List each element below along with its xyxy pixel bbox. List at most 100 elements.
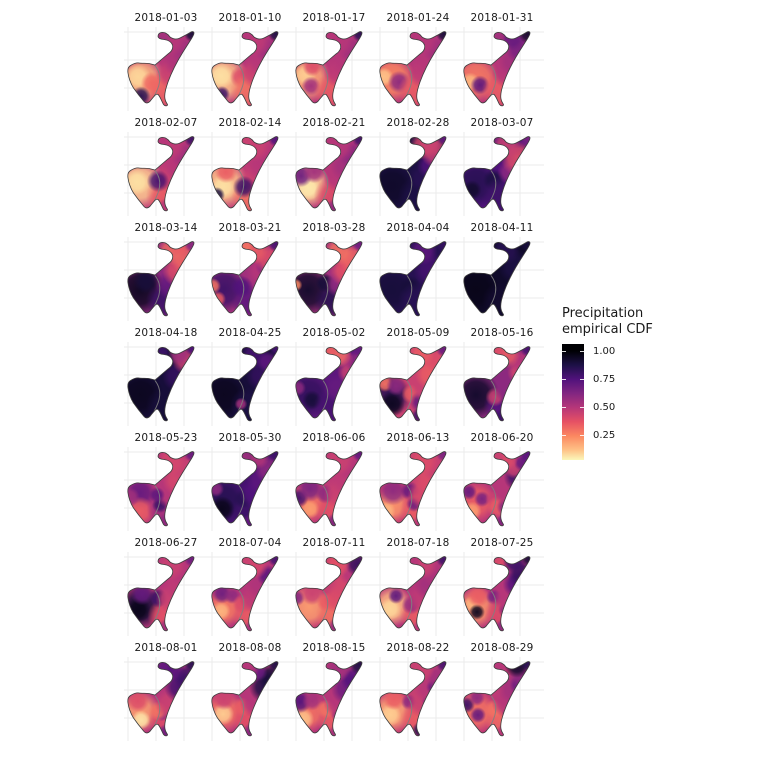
colorbar-tick-label: 0.75	[593, 373, 616, 385]
country-outline	[463, 241, 531, 317]
legend: Precipitation empirical CDF 1.00 0.75 0.50…	[562, 306, 682, 466]
internal-border	[321, 380, 329, 412]
facet: 2018-05-30	[208, 432, 292, 537]
country-outline	[295, 346, 363, 422]
facet: 2018-03-28	[292, 222, 376, 327]
facet: 2018-02-07	[124, 117, 208, 222]
facet: 2018-07-18	[376, 537, 460, 642]
facet-title: 2018-06-13	[386, 432, 450, 444]
internal-border	[153, 485, 161, 517]
legend-title-line1: Precipitation	[562, 306, 644, 321]
colorbar-tick-mark	[580, 406, 584, 408]
internal-border	[237, 275, 245, 307]
country-outline	[127, 556, 195, 632]
facet-map	[460, 657, 544, 741]
internal-border	[237, 695, 245, 727]
facet: 2018-08-08	[208, 642, 292, 747]
facet: 2018-03-07	[460, 117, 544, 222]
country-outline	[463, 556, 531, 632]
colorbar-tick-mark	[580, 434, 584, 436]
facet-map	[376, 132, 460, 216]
internal-border	[153, 65, 161, 97]
facet-title: 2018-05-02	[302, 327, 366, 339]
internal-border	[489, 170, 497, 202]
facet: 2018-04-18	[124, 327, 208, 432]
internal-border	[405, 275, 413, 307]
facet-map	[124, 237, 208, 321]
facet-map	[460, 342, 544, 426]
internal-border	[489, 695, 497, 727]
country-outline	[379, 136, 447, 212]
facet-map	[124, 657, 208, 741]
facet-title: 2018-01-17	[302, 12, 366, 24]
internal-border	[153, 590, 161, 622]
facet-title: 2018-02-21	[302, 117, 366, 129]
facet-map	[124, 552, 208, 636]
facet-title: 2018-02-28	[386, 117, 450, 129]
country-outline	[379, 241, 447, 317]
country-outline	[379, 451, 447, 527]
facet-title: 2018-08-15	[302, 642, 366, 654]
facet: 2018-05-09	[376, 327, 460, 432]
colorbar-tick-mark	[562, 406, 566, 408]
country-outline	[211, 346, 279, 422]
internal-border	[321, 485, 329, 517]
colorbar-tick-mark	[562, 434, 566, 436]
legend-title: Precipitation empirical CDF	[562, 306, 682, 338]
facet-map	[124, 447, 208, 531]
facet-title: 2018-08-01	[134, 642, 198, 654]
facet-title: 2018-03-21	[218, 222, 282, 234]
facet: 2018-03-21	[208, 222, 292, 327]
country-outline	[211, 136, 279, 212]
internal-border	[237, 485, 245, 517]
facet-title: 2018-02-07	[134, 117, 198, 129]
country-outline	[295, 241, 363, 317]
country-outline	[463, 451, 531, 527]
facet-title: 2018-04-18	[134, 327, 198, 339]
internal-border	[321, 590, 329, 622]
country-outline	[211, 31, 279, 107]
facet: 2018-01-31	[460, 12, 544, 117]
internal-border	[405, 695, 413, 727]
internal-border	[153, 695, 161, 727]
facet: 2018-03-14	[124, 222, 208, 327]
facet: 2018-01-24	[376, 12, 460, 117]
facet-map	[376, 552, 460, 636]
facet: 2018-08-22	[376, 642, 460, 747]
facet: 2018-06-20	[460, 432, 544, 537]
facet-map	[376, 447, 460, 531]
facet-title: 2018-01-03	[134, 12, 198, 24]
internal-border	[405, 380, 413, 412]
legend-colorbar: 1.00 0.75 0.50 0.25	[562, 344, 682, 466]
country-outline	[211, 451, 279, 527]
internal-border	[237, 380, 245, 412]
facet-map	[376, 657, 460, 741]
facet-title: 2018-03-28	[302, 222, 366, 234]
facet-map	[460, 447, 544, 531]
facet-map	[460, 132, 544, 216]
internal-border	[489, 275, 497, 307]
colorbar-tick-mark	[580, 350, 584, 352]
country-outline	[127, 451, 195, 527]
internal-border	[405, 65, 413, 97]
facet-map	[208, 27, 292, 111]
internal-border	[237, 65, 245, 97]
country-outline	[463, 136, 531, 212]
facet: 2018-07-04	[208, 537, 292, 642]
internal-border	[489, 65, 497, 97]
facet-map	[460, 237, 544, 321]
country-outline	[295, 31, 363, 107]
country-outline	[379, 556, 447, 632]
facet-map	[292, 447, 376, 531]
facet-map	[292, 27, 376, 111]
country-outline	[295, 136, 363, 212]
facet-map	[208, 237, 292, 321]
facet-title: 2018-03-07	[470, 117, 534, 129]
facet: 2018-08-01	[124, 642, 208, 747]
colorbar-tick-mark	[562, 350, 566, 352]
facet: 2018-05-16	[460, 327, 544, 432]
facet: 2018-01-03	[124, 12, 208, 117]
facet: 2018-01-10	[208, 12, 292, 117]
facet-title: 2018-07-18	[386, 537, 450, 549]
country-outline	[127, 241, 195, 317]
